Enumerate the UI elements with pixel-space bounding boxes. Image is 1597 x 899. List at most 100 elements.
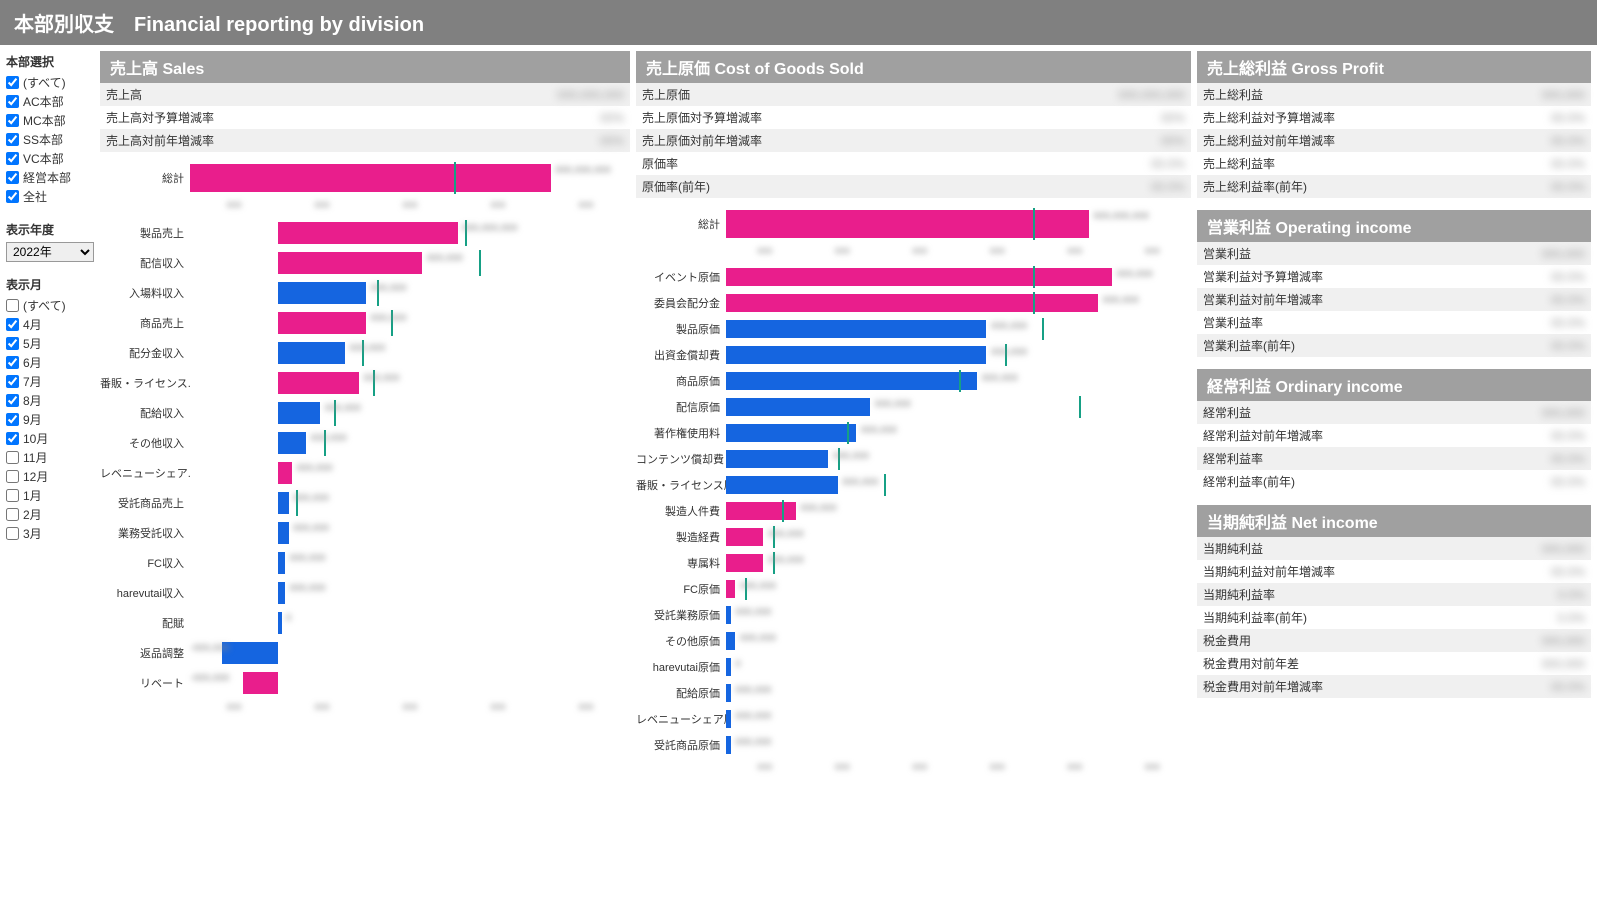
month-item[interactable]: 4月 bbox=[6, 316, 94, 333]
chart-row[interactable]: 総計000,000,000 bbox=[636, 206, 1191, 242]
month-item[interactable]: 11月 bbox=[6, 449, 94, 466]
chart-row[interactable]: 受託業務原価000,000 bbox=[636, 602, 1191, 628]
hq-item[interactable]: AC本部 bbox=[6, 93, 94, 110]
month-checkbox[interactable] bbox=[6, 318, 19, 331]
month-checkbox[interactable] bbox=[6, 508, 19, 521]
month-checkbox[interactable] bbox=[6, 356, 19, 369]
chart-row-label: 返品調整 bbox=[100, 645, 190, 661]
chart-row[interactable]: 配賦0 bbox=[100, 608, 630, 638]
month-item[interactable]: (すべて) bbox=[6, 297, 94, 314]
chart-row-label: 専属料 bbox=[636, 555, 726, 571]
hq-item[interactable]: SS本部 bbox=[6, 131, 94, 148]
kv-value: 00.0% bbox=[1482, 560, 1591, 583]
chart-value: 000,000 bbox=[427, 253, 463, 264]
chart-row[interactable]: その他収入000,000 bbox=[100, 428, 630, 458]
chart-row[interactable]: 受託商品売上000,000 bbox=[100, 488, 630, 518]
chart-row[interactable]: 製造経費000,000 bbox=[636, 524, 1191, 550]
chart-row[interactable]: 総計000,000,000 bbox=[100, 160, 630, 196]
month-item[interactable]: 1月 bbox=[6, 487, 94, 504]
month-item[interactable]: 8月 bbox=[6, 392, 94, 409]
chart-bar bbox=[726, 554, 763, 572]
hq-checkbox[interactable] bbox=[6, 190, 19, 203]
chart-row[interactable]: 配信原価000,000 bbox=[636, 394, 1191, 420]
kv-key: 売上総利益 bbox=[1197, 83, 1482, 106]
chart-row[interactable]: 商品売上000,000 bbox=[100, 308, 630, 338]
chart-row[interactable]: 配給原価000,000 bbox=[636, 680, 1191, 706]
month-item[interactable]: 9月 bbox=[6, 411, 94, 428]
cogs-title: 売上原価 Cost of Goods Sold bbox=[636, 51, 1191, 83]
month-checkbox[interactable] bbox=[6, 375, 19, 388]
chart-value: 000,000 bbox=[740, 633, 776, 644]
chart-row[interactable]: FC収入000,000 bbox=[100, 548, 630, 578]
chart-row[interactable]: 配信収入000,000 bbox=[100, 248, 630, 278]
month-checkbox[interactable] bbox=[6, 299, 19, 312]
chart-bar bbox=[278, 582, 285, 604]
chart-row[interactable]: 製造人件費000,000 bbox=[636, 498, 1191, 524]
chart-row[interactable]: その他原価000,000 bbox=[636, 628, 1191, 654]
kv-row: 売上原価対前年増減率00% bbox=[636, 129, 1191, 152]
month-checkbox[interactable] bbox=[6, 337, 19, 350]
chart-row[interactable]: 商品原価000,000 bbox=[636, 368, 1191, 394]
kv-key: 売上高対予算増減率 bbox=[100, 106, 420, 129]
month-checkbox[interactable] bbox=[6, 451, 19, 464]
hq-checkbox[interactable] bbox=[6, 133, 19, 146]
chart-row[interactable]: イベント原価000,000 bbox=[636, 264, 1191, 290]
chart-row[interactable]: レベニューシェア原価000,000 bbox=[636, 706, 1191, 732]
kv-key: 売上高 bbox=[100, 83, 420, 106]
kv-value: 00% bbox=[984, 106, 1191, 129]
chart-row[interactable]: レベニューシェア..000,000 bbox=[100, 458, 630, 488]
month-item[interactable]: 3月 bbox=[6, 525, 94, 542]
kv-key: 売上原価 bbox=[636, 83, 984, 106]
hq-checkbox[interactable] bbox=[6, 76, 19, 89]
chart-row[interactable]: 専属料000,000 bbox=[636, 550, 1191, 576]
chart-bar bbox=[278, 612, 282, 634]
chart-row[interactable]: 業務受託収入000,000 bbox=[100, 518, 630, 548]
chart-row[interactable]: 出資金償却費000,000 bbox=[636, 342, 1191, 368]
kv-key: 売上原価対予算増減率 bbox=[636, 106, 984, 129]
hq-item[interactable]: 全社 bbox=[6, 188, 94, 205]
hq-checkbox[interactable] bbox=[6, 171, 19, 184]
hq-checkbox[interactable] bbox=[6, 152, 19, 165]
hq-item[interactable]: VC本部 bbox=[6, 150, 94, 167]
chart-row[interactable]: 配給収入000,000 bbox=[100, 398, 630, 428]
month-item[interactable]: 10月 bbox=[6, 430, 94, 447]
month-checkbox[interactable] bbox=[6, 489, 19, 502]
hq-item[interactable]: MC本部 bbox=[6, 112, 94, 129]
month-checkbox[interactable] bbox=[6, 432, 19, 445]
chart-row[interactable]: 委員会配分金000,000 bbox=[636, 290, 1191, 316]
chart-row[interactable]: 受託商品原価000,000 bbox=[636, 732, 1191, 758]
month-item[interactable]: 7月 bbox=[6, 373, 94, 390]
chart-row[interactable]: 著作権使用料000,000 bbox=[636, 420, 1191, 446]
chart-row[interactable]: FC原価000,000 bbox=[636, 576, 1191, 602]
chart-row[interactable]: 配分金収入000,000 bbox=[100, 338, 630, 368]
chart-row[interactable]: 番販・ライセンス原..000,000 bbox=[636, 472, 1191, 498]
year-select[interactable]: 2022年 bbox=[6, 242, 94, 262]
chart-row[interactable]: harevutai原価0 bbox=[636, 654, 1191, 680]
hq-item[interactable]: (すべて) bbox=[6, 74, 94, 91]
kv-value: 00.0% bbox=[1482, 152, 1591, 175]
chart-row[interactable]: 製品原価000,000 bbox=[636, 316, 1191, 342]
hq-checkbox[interactable] bbox=[6, 95, 19, 108]
chart-row[interactable]: harevutai収入000,000 bbox=[100, 578, 630, 608]
month-checkbox[interactable] bbox=[6, 470, 19, 483]
kv-row: 営業利益率(前年)00.0% bbox=[1197, 334, 1591, 357]
chart-row[interactable]: 製品売上000,000,000 bbox=[100, 218, 630, 248]
month-item[interactable]: 2月 bbox=[6, 506, 94, 523]
kv-row: 当期純利益000,000 bbox=[1197, 537, 1591, 560]
chart-row[interactable]: 返品調整-000,000 bbox=[100, 638, 630, 668]
chart-row[interactable]: 番販・ライセンス..000,000 bbox=[100, 368, 630, 398]
hq-checkbox[interactable] bbox=[6, 114, 19, 127]
hq-item[interactable]: 経営本部 bbox=[6, 169, 94, 186]
kv-value: 000,000,000 bbox=[420, 83, 630, 106]
chart-row[interactable]: リベート-000,000 bbox=[100, 668, 630, 698]
month-item[interactable]: 6月 bbox=[6, 354, 94, 371]
month-item[interactable]: 5月 bbox=[6, 335, 94, 352]
month-checkbox[interactable] bbox=[6, 413, 19, 426]
main-grid: 売上高 Sales 売上高000,000,000売上高対予算増減率00%売上高対… bbox=[100, 45, 1597, 778]
chart-target-tick bbox=[847, 422, 849, 444]
month-item[interactable]: 12月 bbox=[6, 468, 94, 485]
chart-row[interactable]: コンテンツ償却費000,000 bbox=[636, 446, 1191, 472]
chart-row[interactable]: 入場料収入000,000 bbox=[100, 278, 630, 308]
month-checkbox[interactable] bbox=[6, 527, 19, 540]
month-checkbox[interactable] bbox=[6, 394, 19, 407]
